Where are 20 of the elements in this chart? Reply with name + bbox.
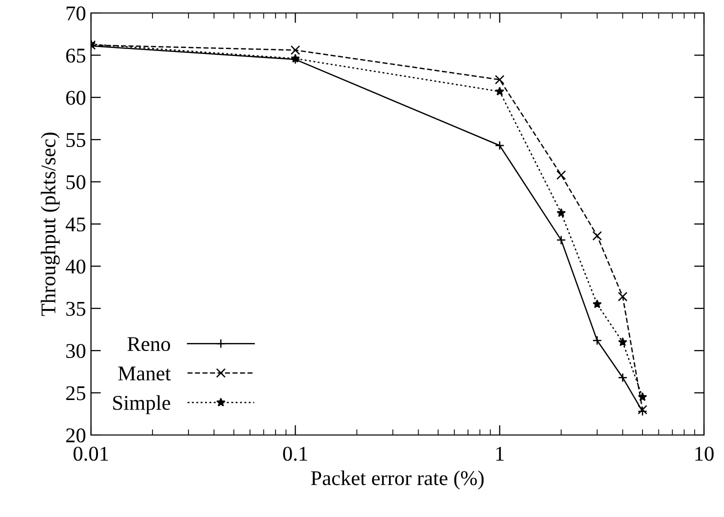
legend-label: Reno <box>127 337 170 352</box>
y-tick-label: 55 <box>66 133 86 148</box>
x-axis-title: Packet error rate (%) <box>311 470 484 490</box>
legend-label: Manet <box>118 366 171 380</box>
y-tick-label: 65 <box>66 48 86 63</box>
x-tick-label: 0.01 <box>74 446 108 461</box>
y-axis-title: Throughput (pkts/sec) <box>40 132 60 316</box>
y-tick-label: 40 <box>66 260 86 274</box>
y-tick-label: 60 <box>66 90 86 105</box>
y-tick-label: 30 <box>66 344 86 358</box>
x-tick-label: 0.1 <box>283 446 308 461</box>
y-tick-label: 70 <box>66 6 86 20</box>
y-tick-label: 35 <box>66 302 86 316</box>
y-tick-label: 50 <box>66 175 86 190</box>
x-tick-label: 1 <box>496 446 504 461</box>
y-tick-label: 45 <box>66 218 86 232</box>
x-tick-label: 10 <box>695 446 714 461</box>
y-tick-label: 20 <box>66 428 86 442</box>
y-tick-label: 25 <box>66 386 86 400</box>
legend-label: Simple <box>113 395 170 414</box>
